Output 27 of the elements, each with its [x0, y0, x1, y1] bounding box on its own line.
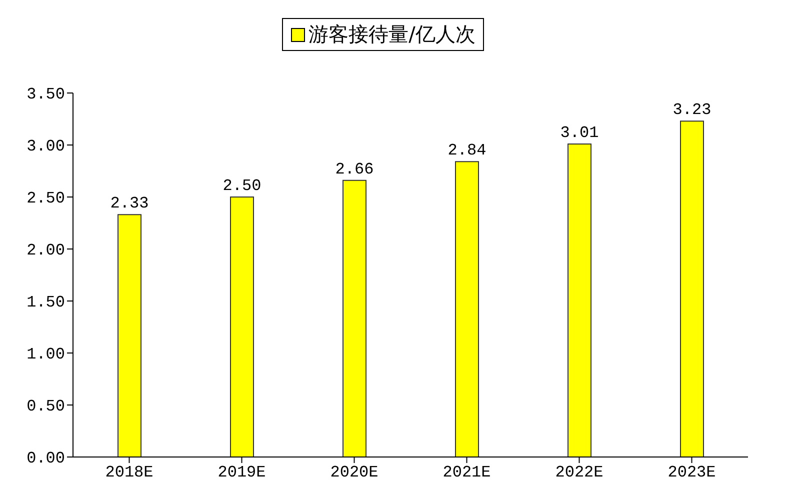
y-tick-label: 3.00: [26, 138, 65, 156]
x-tick-label: 2019E: [218, 463, 266, 482]
legend-label: 游客接待量/亿人次: [308, 21, 476, 48]
y-tick-label: 1.00: [26, 346, 65, 364]
bar: [455, 161, 479, 457]
bar: [118, 214, 142, 457]
x-tick-label: 2023E: [668, 463, 716, 482]
y-tick-label: 2.00: [26, 242, 65, 260]
data-label: 3.01: [560, 124, 599, 142]
data-label: 2.33: [110, 194, 149, 213]
data-label: 2.66: [335, 160, 374, 178]
bar: [230, 196, 254, 457]
y-tick-label: 2.50: [26, 190, 65, 208]
data-label: 2.84: [448, 142, 486, 160]
y-tick-label: 0.50: [26, 398, 65, 416]
data-label: 2.50: [222, 177, 262, 195]
y-tick-label: 0.00: [26, 450, 65, 468]
x-tick-label: 2021E: [442, 463, 491, 482]
x-tick-label: 2020E: [330, 463, 378, 482]
x-tick-label: 2022E: [555, 463, 604, 482]
x-tick-label: 2018E: [105, 463, 154, 482]
bar: [680, 120, 704, 457]
y-tick-label: 1.50: [26, 294, 65, 312]
y-tick-label: 3.50: [26, 86, 65, 104]
data-label: 3.23: [672, 101, 712, 120]
bar: [342, 180, 366, 457]
bar: [568, 143, 592, 457]
